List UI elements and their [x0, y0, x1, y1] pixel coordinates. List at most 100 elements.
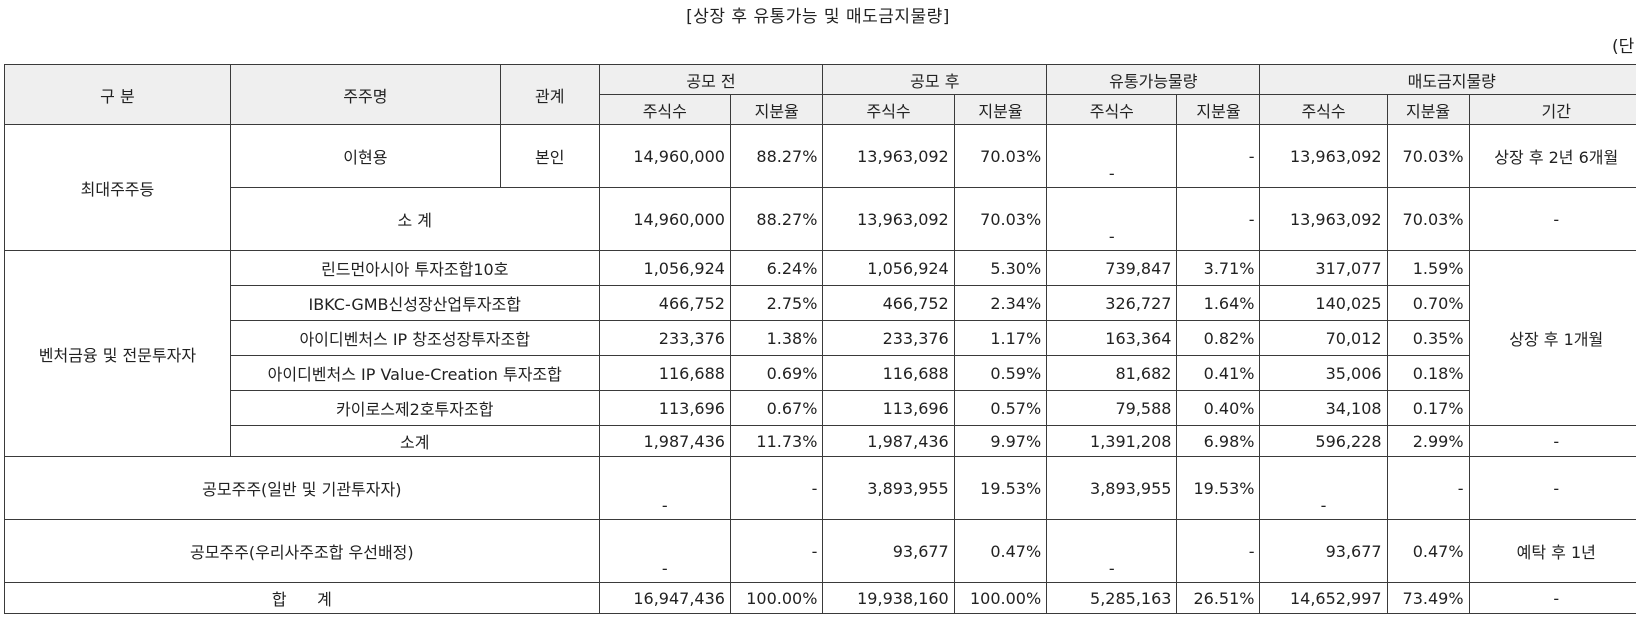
trade-shares: 5,285,163 — [1046, 582, 1178, 614]
table-row: IBKC-GMB신성장산업투자조합 466,752 2.75% 466,752 … — [5, 285, 1636, 321]
trade-shares: 81,682 — [1046, 355, 1178, 391]
holder-name: 린드먼아시아 투자조합10호 — [229, 250, 600, 286]
trade-shares: 79,588 — [1046, 390, 1178, 426]
trade-ratio: - — [1176, 519, 1261, 583]
after-shares: 1,056,924 — [822, 250, 955, 286]
group-largest: 최대주주등 — [4, 124, 231, 251]
relation: 본인 — [499, 124, 600, 188]
trade-shares: 739,847 — [1046, 250, 1178, 286]
before-shares: 16,947,436 — [598, 582, 731, 614]
header-shares: 주식수 — [598, 94, 731, 125]
table-row: 소계 1,987,436 11.73% 1,987,436 9.97% 1,39… — [5, 425, 1636, 457]
after-shares: 13,963,092 — [822, 124, 955, 188]
total-row: 합 계 16,947,436 100.00% 19,938,160 100.00… — [4, 582, 1636, 614]
after-ratio: 2.34% — [953, 285, 1048, 321]
header-tradable: 유통가능물량 — [1046, 64, 1261, 95]
unit-label: (단 — [1612, 37, 1635, 57]
table-row: 벤처금융 및 전문투자자 린드먼아시아 투자조합10호 1,056,924 6.… — [4, 250, 1636, 457]
before-shares: 1,056,924 — [598, 250, 731, 286]
after-ratio: 100.00% — [953, 582, 1048, 614]
trade-ratio: - — [1176, 187, 1261, 251]
trade-shares: 163,364 — [1046, 320, 1178, 356]
trade-ratio: 3.71% — [1176, 250, 1261, 286]
lock-shares: 93,677 — [1259, 519, 1388, 583]
before-ratio: 2.75% — [729, 285, 824, 321]
header-ratio: 지분율 — [953, 94, 1048, 125]
after-shares: 466,752 — [822, 285, 955, 321]
after-shares: 13,963,092 — [822, 187, 955, 251]
lock-period: - — [1468, 187, 1636, 251]
trade-shares: - — [1046, 519, 1178, 583]
after-ratio: 5.30% — [953, 250, 1048, 286]
lock-shares: 14,652,997 — [1259, 582, 1388, 614]
subtotal-label: 소계 — [229, 425, 600, 457]
before-shares: 14,960,000 — [598, 124, 731, 188]
header-shares: 주식수 — [1259, 94, 1388, 125]
subtotal-label: 소 계 — [229, 187, 600, 251]
lock-period: - — [1468, 456, 1636, 520]
lock-shares: 34,108 — [1259, 390, 1388, 426]
trade-shares: 1,391,208 — [1046, 425, 1178, 457]
header-row-1: 구 분 주주명 관계 공모 전 공모 후 유통가능물량 매도금지물량 — [4, 64, 1636, 125]
lock-ratio: - — [1386, 456, 1470, 520]
lock-shares: 13,963,092 — [1259, 187, 1388, 251]
before-ratio: 6.24% — [729, 250, 824, 286]
lock-ratio: 70.03% — [1386, 124, 1470, 188]
holder-name: 아이디벤처스 IP Value-Creation 투자조합 — [229, 355, 600, 391]
before-ratio: 0.67% — [729, 390, 824, 426]
lock-shares: 317,077 — [1259, 250, 1388, 286]
before-ratio: 0.69% — [729, 355, 824, 391]
before-ratio: - — [729, 519, 824, 583]
table-row: 카이로스제2호투자조합 113,696 0.67% 113,696 0.57% … — [5, 390, 1636, 426]
header-after-ipo: 공모 후 — [822, 64, 1048, 95]
after-ratio: 19.53% — [953, 456, 1048, 520]
lock-period: 상장 후 2년 6개월 — [1468, 124, 1636, 188]
trade-ratio: 6.98% — [1176, 425, 1261, 457]
lock-shares: 13,963,092 — [1259, 124, 1388, 188]
lock-shares: 70,012 — [1259, 320, 1388, 356]
table-row: 아이디벤처스 IP 창조성장투자조합 233,376 1.38% 233,376… — [5, 320, 1636, 356]
lock-shares: 35,006 — [1259, 355, 1388, 391]
lock-ratio: 0.47% — [1386, 519, 1470, 583]
trade-shares: 326,727 — [1046, 285, 1178, 321]
lock-ratio: 73.49% — [1386, 582, 1470, 614]
total-label: 합 계 — [4, 582, 600, 614]
trade-ratio: 26.51% — [1176, 582, 1261, 614]
before-ratio: 11.73% — [729, 425, 824, 457]
table-row: 공모주주(일반 및 기관투자자) - - 3,893,955 19.53% 3,… — [4, 456, 1636, 520]
header-before-ipo: 공모 전 — [598, 64, 824, 95]
lock-shares: 596,228 — [1259, 425, 1388, 457]
trade-ratio: 0.40% — [1176, 390, 1261, 426]
after-ratio: 9.97% — [953, 425, 1048, 457]
trade-ratio: 0.82% — [1176, 320, 1261, 356]
trade-shares: - — [1046, 187, 1178, 251]
lock-ratio: 0.35% — [1386, 320, 1470, 356]
header-lockup: 매도금지물량 — [1259, 64, 1636, 95]
header-holder: 주주명 — [229, 64, 501, 125]
header-ratio: 지분율 — [1176, 94, 1261, 125]
before-ratio: 1.38% — [729, 320, 824, 356]
before-shares: - — [598, 519, 731, 583]
public-general-label: 공모주주(일반 및 기관투자자) — [4, 456, 600, 520]
lock-period: 상장 후 1개월 — [1468, 250, 1636, 426]
lock-ratio: 2.99% — [1386, 425, 1470, 457]
lock-ratio: 0.17% — [1386, 390, 1470, 426]
public-esop-label: 공모주주(우리사주조합 우선배정) — [4, 519, 600, 583]
table-row: 소 계 14,960,000 88.27% 13,963,092 70.03% … — [5, 187, 1636, 251]
lock-period: - — [1468, 582, 1636, 614]
trade-ratio: 1.64% — [1176, 285, 1261, 321]
header-ratio: 지분율 — [1386, 94, 1470, 125]
lock-period: 예탁 후 1년 — [1468, 519, 1636, 583]
holder-name: 카이로스제2호투자조합 — [229, 390, 600, 426]
table-row: 공모주주(우리사주조합 우선배정) - - 93,677 0.47% - - 9… — [4, 519, 1636, 583]
trade-ratio: - — [1176, 124, 1261, 188]
after-shares: 233,376 — [822, 320, 955, 356]
after-ratio: 1.17% — [953, 320, 1048, 356]
holder-name: 아이디벤처스 IP 창조성장투자조합 — [229, 320, 600, 356]
header-period: 기간 — [1468, 94, 1636, 125]
after-shares: 116,688 — [822, 355, 955, 391]
lock-shares: - — [1259, 456, 1388, 520]
lock-ratio: 70.03% — [1386, 187, 1470, 251]
before-shares: 116,688 — [598, 355, 731, 391]
lock-ratio: 1.59% — [1386, 250, 1470, 286]
